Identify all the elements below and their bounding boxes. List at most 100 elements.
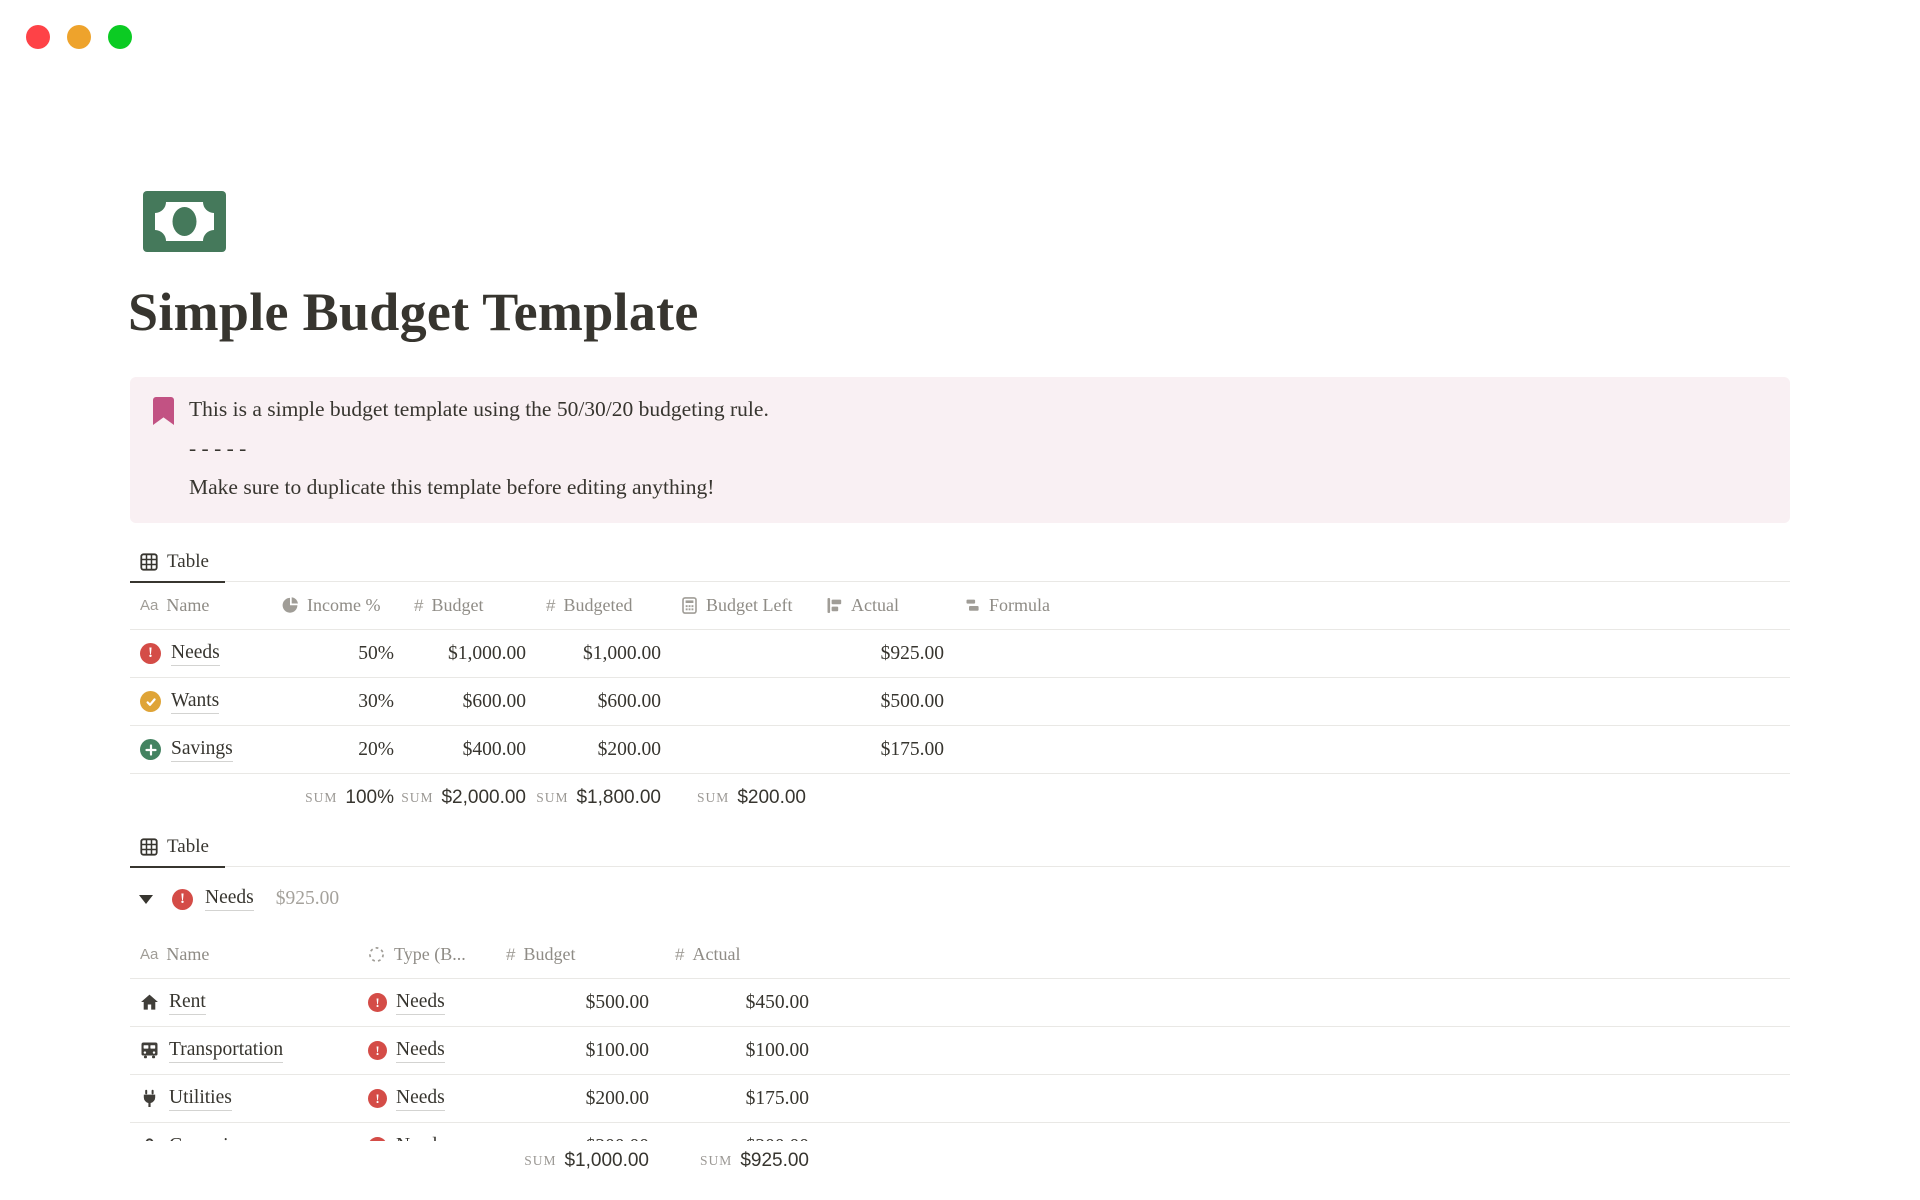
- type-cell[interactable]: ! Needs: [360, 1027, 492, 1074]
- budgeted-cell[interactable]: $1,000.00: [583, 642, 661, 664]
- name-cell[interactable]: ! Needs: [130, 630, 268, 677]
- callout-line-1: This is a simple budget template using t…: [189, 397, 769, 421]
- actual-cell[interactable]: $175.00: [745, 1087, 809, 1109]
- column-header-actual[interactable]: # Actual: [655, 931, 815, 978]
- page-link[interactable]: Needs: [171, 642, 220, 666]
- column-label: Budget: [431, 595, 484, 615]
- page-title[interactable]: Simple Budget Template: [128, 282, 699, 342]
- column-header-income-pct[interactable]: Income %: [268, 582, 400, 629]
- page-link[interactable]: Utilities: [169, 1087, 232, 1111]
- tab-table-view[interactable]: Table: [130, 836, 225, 868]
- number-property-icon: #: [506, 944, 516, 964]
- actual-cell[interactable]: $175.00: [880, 738, 944, 760]
- sum-label: SUM: [700, 1153, 733, 1168]
- table-row-transportation: Transportation ! Needs $100.00 $100.00: [130, 1027, 1790, 1075]
- column-label: Actual: [692, 944, 741, 964]
- name-cell[interactable]: Rent: [130, 979, 360, 1026]
- budget-cell[interactable]: $1,000.00: [448, 642, 526, 664]
- budget-cell[interactable]: $100.00: [585, 1039, 649, 1061]
- relation-link[interactable]: Needs: [396, 991, 445, 1015]
- detail-table-calc-row: SUM $1,000.00 SUM $925.00: [130, 1141, 1790, 1200]
- sum-value: $200.00: [737, 786, 806, 808]
- callout-text[interactable]: This is a simple budget template using t…: [189, 390, 769, 507]
- income-pct-cell[interactable]: 30%: [358, 690, 394, 712]
- column-header-name[interactable]: Aa Name: [130, 931, 360, 978]
- sum-income-pct[interactable]: SUM 100%: [268, 774, 400, 821]
- zoom-button[interactable]: [108, 25, 132, 49]
- exclamation-circle-icon: !: [368, 1041, 387, 1060]
- page-link[interactable]: Wants: [171, 690, 220, 714]
- page-link[interactable]: Savings: [171, 738, 233, 762]
- sum-budget[interactable]: SUM $1,000.00: [492, 1141, 655, 1181]
- budget-table-calc-row: SUM 100% SUM $2,000.00 SUM $1,800.00 SUM…: [130, 774, 1790, 821]
- income-pct-cell[interactable]: 20%: [358, 738, 394, 760]
- type-cell[interactable]: ! Needs: [360, 1075, 492, 1122]
- exclamation-circle-icon: !: [172, 888, 193, 910]
- name-cell[interactable]: Transportation: [130, 1027, 360, 1074]
- column-label: Name: [166, 944, 210, 964]
- column-header-budget[interactable]: # Budget: [492, 931, 655, 978]
- callout-block[interactable]: This is a simple budget template using t…: [130, 377, 1790, 523]
- group-total: $925.00: [275, 888, 340, 909]
- tab-table-view[interactable]: Table: [130, 551, 225, 583]
- column-header-budget-left[interactable]: Budget Left: [667, 582, 812, 629]
- relation-link[interactable]: Needs: [396, 1087, 445, 1111]
- formula-cell[interactable]: [950, 630, 1090, 677]
- table-view-icon: [140, 552, 158, 571]
- group-page-link[interactable]: Needs: [205, 887, 254, 911]
- page-link[interactable]: Rent: [169, 991, 206, 1015]
- column-header-type[interactable]: Type (B...: [360, 931, 492, 978]
- name-cell[interactable]: Savings: [130, 726, 268, 773]
- close-button[interactable]: [26, 25, 50, 49]
- income-pct-cell[interactable]: 50%: [358, 642, 394, 664]
- detail-table-tabbar: Table: [130, 828, 1790, 868]
- budgeted-cell[interactable]: $200.00: [597, 738, 661, 760]
- budget-cell[interactable]: $400.00: [462, 738, 526, 760]
- sum-budget[interactable]: SUM $2,000.00: [400, 774, 532, 821]
- exclamation-circle-icon: !: [368, 993, 387, 1012]
- column-header-budgeted[interactable]: # Budgeted: [532, 582, 667, 629]
- actual-cell[interactable]: $925.00: [880, 642, 944, 664]
- column-label: Formula: [989, 595, 1050, 615]
- sum-budgeted[interactable]: SUM $1,800.00: [532, 774, 667, 821]
- column-header-actual[interactable]: Actual: [812, 582, 950, 629]
- actual-cell[interactable]: $450.00: [745, 991, 809, 1013]
- sum-value: $1,800.00: [576, 786, 661, 808]
- actual-cell[interactable]: $500.00: [880, 690, 944, 712]
- column-label: Income %: [307, 595, 381, 615]
- page-link[interactable]: Transportation: [169, 1039, 284, 1063]
- sum-budget-left[interactable]: SUM $200.00: [667, 774, 812, 821]
- formula-cell[interactable]: [950, 726, 1090, 773]
- budgeted-cell[interactable]: $600.00: [597, 690, 661, 712]
- name-cell[interactable]: Wants: [130, 678, 268, 725]
- sum-actual[interactable]: SUM $925.00: [655, 1141, 815, 1181]
- formula-cell[interactable]: [950, 678, 1090, 725]
- budget-cell[interactable]: $200.00: [585, 1087, 649, 1109]
- bookmark-icon: [153, 397, 174, 430]
- house-icon: [140, 993, 159, 1012]
- name-cell[interactable]: Utilities: [130, 1075, 360, 1122]
- budget-left-cell[interactable]: [667, 630, 812, 677]
- column-header-budget[interactable]: # Budget: [400, 582, 532, 629]
- budget-table-tabbar: Table: [130, 543, 1790, 583]
- sum-value: 100%: [345, 786, 394, 808]
- budget-cell[interactable]: $500.00: [585, 991, 649, 1013]
- collapse-toggle-icon[interactable]: [139, 894, 153, 904]
- column-label: Actual: [851, 595, 899, 615]
- budget-left-cell[interactable]: [667, 726, 812, 773]
- plug-icon: [140, 1089, 159, 1108]
- budget-left-cell[interactable]: [667, 678, 812, 725]
- table-row-needs: ! Needs 50% $1,000.00 $1,000.00 $925.00: [130, 630, 1790, 678]
- bar-chart-icon: [826, 597, 843, 614]
- actual-cell[interactable]: $100.00: [745, 1039, 809, 1061]
- type-cell[interactable]: ! Needs: [360, 979, 492, 1026]
- column-header-formula[interactable]: Formula: [950, 582, 1090, 629]
- sum-value: $925.00: [740, 1150, 809, 1171]
- relation-link[interactable]: Needs: [396, 1039, 445, 1063]
- group-header-needs: ! Needs $925.00: [130, 867, 1790, 931]
- budget-cell[interactable]: $600.00: [462, 690, 526, 712]
- page-icon-money-bill[interactable]: [143, 191, 226, 252]
- column-header-name[interactable]: Aa Name: [130, 582, 268, 629]
- minimize-button[interactable]: [67, 25, 91, 49]
